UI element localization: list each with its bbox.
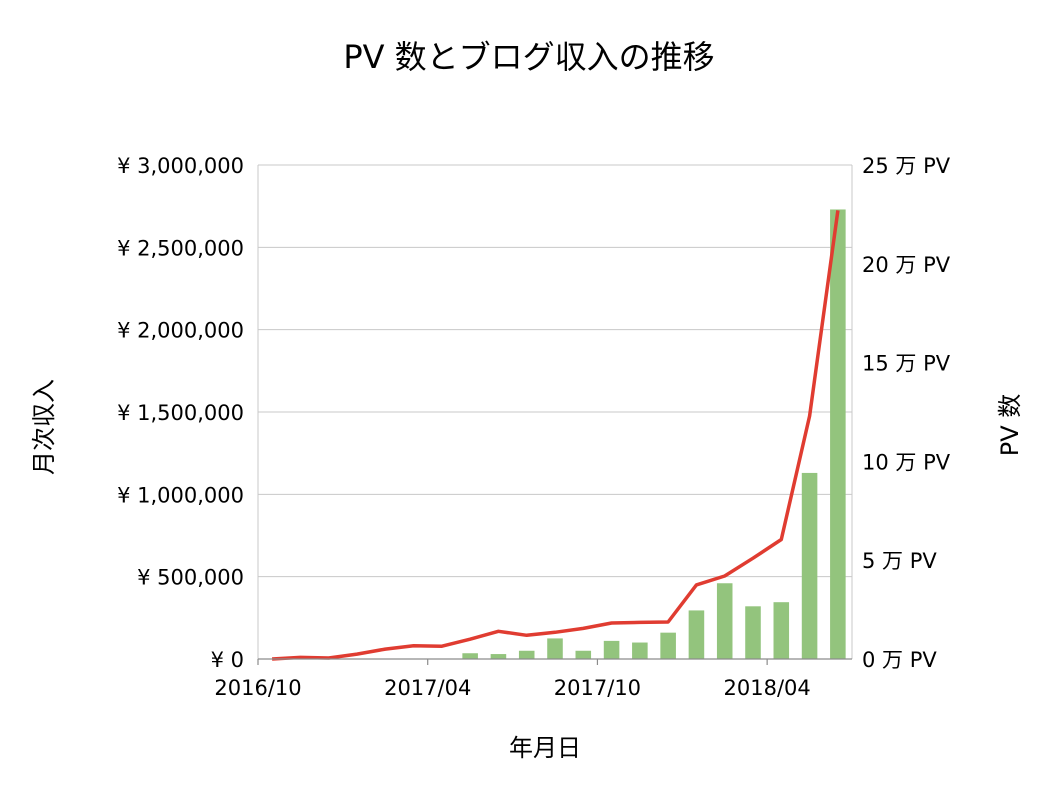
x-tick-label: 2018/04 bbox=[724, 676, 811, 700]
right-tick-label: 10 万 PV bbox=[862, 450, 951, 474]
left-tick-label: ¥ 2,000,000 bbox=[117, 319, 244, 343]
left-tick-label: ¥ 3,000,000 bbox=[117, 154, 244, 178]
gridlines bbox=[257, 164, 853, 660]
right-tick-label: 0 万 PV bbox=[862, 648, 937, 672]
axes: 2016/10 2017/04 2017/10 2018/04 ¥ 0 ¥ 500,000… bbox=[117, 154, 951, 700]
left-tick-label: ¥ 2,500,000 bbox=[117, 236, 244, 260]
left-tick-label: ¥ 1,000,000 bbox=[117, 483, 244, 507]
bar-2018/05 bbox=[801, 472, 818, 659]
left-tick-label: ¥ 1,500,000 bbox=[117, 401, 244, 425]
x-tick-label: 2016/10 bbox=[214, 676, 301, 700]
bar-2018/03 bbox=[745, 606, 761, 659]
bar-2017/12 bbox=[660, 632, 676, 659]
bar-2017/09 bbox=[575, 650, 592, 659]
bar-2018/04 bbox=[773, 602, 790, 659]
right-tick-label: 5 万 PV bbox=[862, 549, 937, 573]
bar-2018/06 bbox=[830, 209, 846, 659]
bar-2017/08 bbox=[547, 638, 563, 659]
bar-2017/05 bbox=[462, 653, 478, 659]
line-series bbox=[272, 210, 840, 661]
right-tick-label: 20 万 PV bbox=[862, 253, 951, 277]
bar-2018/01 bbox=[688, 610, 705, 659]
pv-line bbox=[272, 210, 840, 661]
left-tick-label: ¥ 0 bbox=[211, 648, 244, 672]
left-axis-title: 月次収入 bbox=[30, 379, 58, 475]
left-tick-label: ¥ 500,000 bbox=[137, 566, 244, 590]
chart-title: PV 数とブログ収入の推移 bbox=[343, 38, 714, 76]
bar-2018/02 bbox=[716, 583, 733, 659]
x-axis-title: 年月日 bbox=[509, 734, 581, 762]
right-tick-label: 15 万 PV bbox=[862, 352, 951, 376]
x-tick-label: 2017/04 bbox=[384, 676, 471, 700]
right-tick-label: 25 万 PV bbox=[862, 154, 951, 178]
bar-2017/06 bbox=[490, 654, 507, 659]
bar-2017/11 bbox=[632, 642, 648, 659]
bar-2017/10 bbox=[603, 640, 620, 659]
right-axis-title: PV 数 bbox=[996, 394, 1024, 457]
x-tick-label: 2017/10 bbox=[554, 676, 641, 700]
bar-series bbox=[462, 209, 846, 659]
bar-2017/07 bbox=[518, 650, 535, 659]
